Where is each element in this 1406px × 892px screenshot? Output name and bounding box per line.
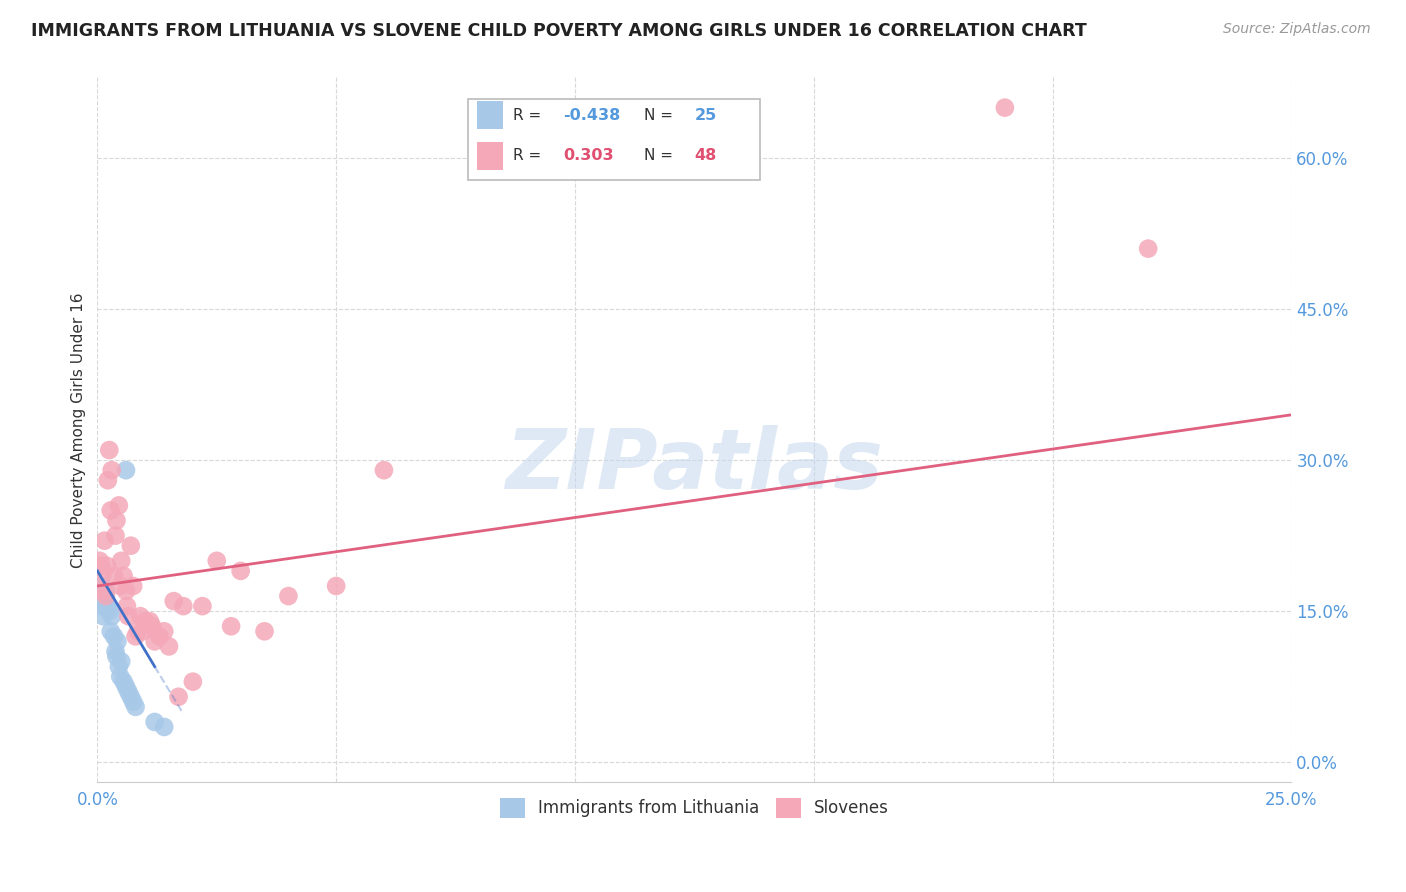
Point — [994, 101, 1017, 115]
Point — [93, 594, 115, 608]
Point — [115, 680, 138, 694]
Point — [129, 609, 152, 624]
Point — [91, 599, 114, 614]
Point — [110, 670, 132, 684]
Point — [105, 514, 128, 528]
Point — [122, 579, 145, 593]
Point — [110, 579, 132, 593]
Point — [153, 720, 176, 734]
Point — [97, 473, 120, 487]
Point — [1137, 242, 1160, 256]
Text: -0.438: -0.438 — [562, 108, 620, 123]
Point — [124, 629, 146, 643]
Text: 0.303: 0.303 — [562, 148, 613, 163]
Point — [172, 599, 194, 614]
Point — [117, 609, 139, 624]
Point — [98, 604, 121, 618]
Point — [100, 609, 122, 624]
Point — [373, 463, 395, 477]
Point — [191, 599, 214, 614]
Point — [103, 569, 125, 583]
Point — [112, 674, 135, 689]
Point — [91, 569, 114, 583]
Point — [100, 463, 122, 477]
Text: 48: 48 — [695, 148, 717, 163]
Point — [112, 569, 135, 583]
Point — [115, 463, 138, 477]
Text: ZIPatlas: ZIPatlas — [506, 425, 883, 506]
Point — [143, 714, 166, 729]
Text: R =: R = — [513, 148, 546, 163]
Point — [94, 589, 117, 603]
Point — [110, 655, 132, 669]
Point — [96, 599, 118, 614]
Point — [167, 690, 190, 704]
Point — [91, 609, 114, 624]
Point — [100, 624, 122, 639]
Point — [98, 443, 121, 458]
Point — [104, 528, 127, 542]
Point — [205, 554, 228, 568]
Point — [90, 579, 112, 593]
FancyBboxPatch shape — [477, 142, 503, 169]
Point — [115, 584, 138, 599]
Point — [115, 599, 138, 614]
Point — [110, 554, 132, 568]
Point — [132, 624, 155, 639]
Point — [96, 558, 118, 573]
Point — [120, 690, 142, 704]
Point — [153, 624, 176, 639]
Point — [139, 614, 162, 628]
Point — [148, 629, 170, 643]
Point — [122, 695, 145, 709]
Point — [181, 674, 204, 689]
Text: 25: 25 — [695, 108, 717, 123]
Point — [229, 564, 252, 578]
Point — [143, 634, 166, 648]
Point — [104, 644, 127, 658]
Point — [127, 624, 149, 639]
Point — [277, 589, 299, 603]
Point — [117, 684, 139, 698]
Point — [108, 499, 131, 513]
Point — [163, 594, 186, 608]
Point — [157, 640, 180, 654]
Point — [253, 624, 276, 639]
Y-axis label: Child Poverty Among Girls Under 16: Child Poverty Among Girls Under 16 — [72, 293, 86, 567]
Point — [91, 584, 114, 599]
Point — [124, 699, 146, 714]
Point — [103, 629, 125, 643]
Point — [94, 584, 117, 599]
Point — [325, 579, 347, 593]
Point — [107, 634, 129, 648]
Text: N =: N = — [644, 148, 678, 163]
Text: IMMIGRANTS FROM LITHUANIA VS SLOVENE CHILD POVERTY AMONG GIRLS UNDER 16 CORRELAT: IMMIGRANTS FROM LITHUANIA VS SLOVENE CHI… — [31, 22, 1087, 40]
FancyBboxPatch shape — [477, 101, 503, 129]
Point — [141, 619, 163, 633]
Point — [93, 533, 115, 548]
FancyBboxPatch shape — [468, 99, 761, 179]
Point — [105, 649, 128, 664]
Point — [120, 539, 142, 553]
Point — [219, 619, 242, 633]
Text: N =: N = — [644, 108, 678, 123]
Point — [90, 558, 112, 573]
Point — [108, 659, 131, 673]
Text: R =: R = — [513, 108, 546, 123]
Legend: Immigrants from Lithuania, Slovenes: Immigrants from Lithuania, Slovenes — [494, 791, 896, 825]
Point — [100, 503, 122, 517]
Text: Source: ZipAtlas.com: Source: ZipAtlas.com — [1223, 22, 1371, 37]
Point — [134, 614, 156, 628]
Point — [89, 554, 111, 568]
